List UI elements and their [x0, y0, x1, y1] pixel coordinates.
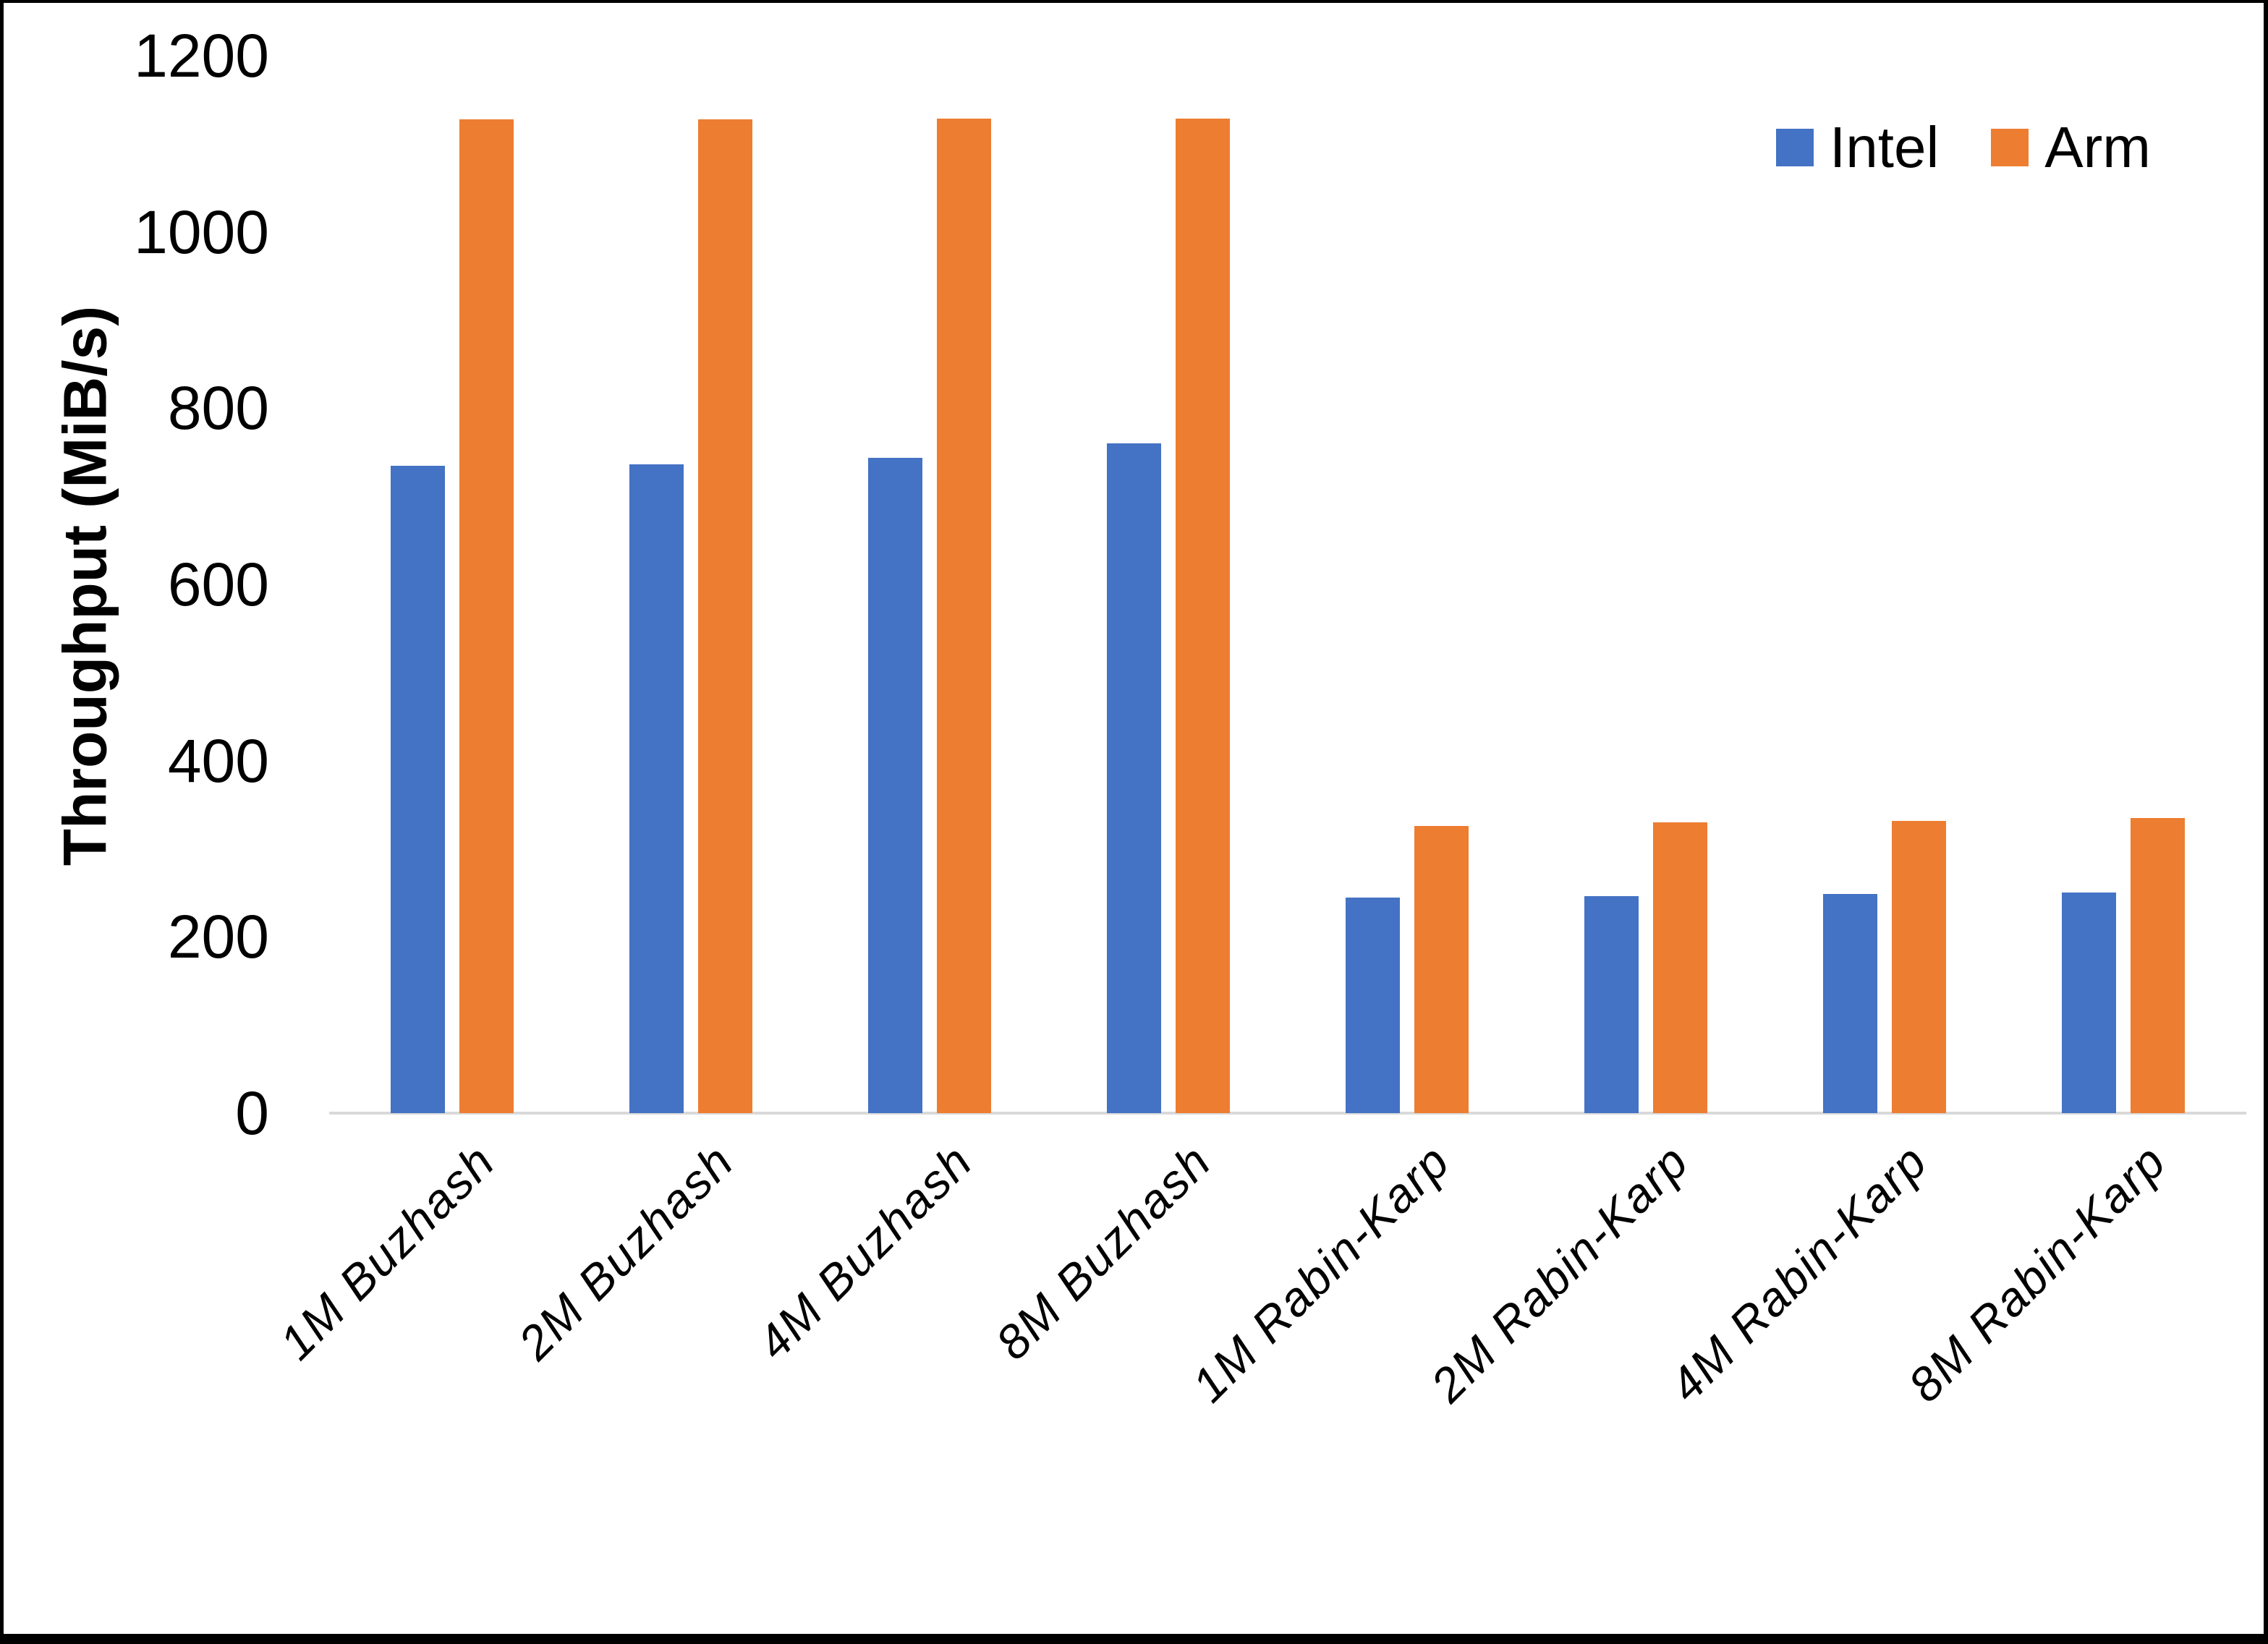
y-tick-label: 800: [167, 374, 269, 443]
frame-top-edge: [0, 0, 2268, 3]
x-axis-line: [329, 1112, 2246, 1115]
legend-label: Intel: [1830, 115, 1940, 179]
x-category-label: 8M Rabin-Karp: [1898, 1133, 2177, 1413]
x-category-label: 1M Buzhash: [269, 1133, 506, 1370]
x-category-label: 4M Buzhash: [747, 1133, 983, 1370]
legend-item-arm: Arm: [1991, 119, 2151, 176]
y-tick-label: 1200: [134, 22, 269, 90]
y-tick-label: 600: [167, 550, 269, 618]
bar-intel-4: [1107, 443, 1161, 1113]
y-tick-label: 400: [167, 726, 269, 795]
bar-arm-4: [1176, 118, 1230, 1113]
bar-intel-5: [1346, 897, 1400, 1113]
bar-intel-1: [391, 465, 445, 1113]
frame-bottom-edge: [0, 1634, 2268, 1644]
x-category-label: 2M Buzhash: [508, 1133, 744, 1370]
legend: Intel Arm: [1776, 119, 2151, 176]
bar-arm-8: [2131, 817, 2185, 1113]
bar-intel-7: [1823, 893, 1877, 1113]
y-tick-label: 1000: [134, 197, 269, 266]
legend-item-intel: Intel: [1776, 119, 1939, 176]
x-category-label: 1M Rabin-Karp: [1181, 1133, 1461, 1413]
frame-left-edge: [0, 0, 4, 1644]
legend-swatch-icon: [1776, 129, 1814, 166]
x-category-label: 2M Rabin-Karp: [1420, 1133, 1699, 1413]
bar-arm-1: [459, 119, 514, 1113]
bar-intel-3: [868, 457, 922, 1113]
bar-intel-2: [629, 464, 684, 1113]
frame-right-edge: [2264, 0, 2268, 1644]
bar-arm-2: [698, 119, 752, 1113]
bar-arm-5: [1414, 825, 1469, 1113]
x-category-label: 8M Buzhash: [985, 1133, 1222, 1370]
bar-arm-3: [937, 118, 991, 1113]
bar-intel-6: [1584, 896, 1639, 1113]
bar-intel-8: [2062, 893, 2116, 1113]
legend-swatch-icon: [1991, 129, 2029, 166]
y-tick-label: 200: [167, 903, 269, 971]
bar-arm-6: [1653, 822, 1707, 1113]
y-tick-label: 0: [235, 1079, 269, 1147]
legend-label: Arm: [2044, 115, 2151, 179]
x-category-label: 4M Rabin-Karp: [1659, 1133, 1938, 1413]
bar-arm-7: [1892, 820, 1946, 1113]
